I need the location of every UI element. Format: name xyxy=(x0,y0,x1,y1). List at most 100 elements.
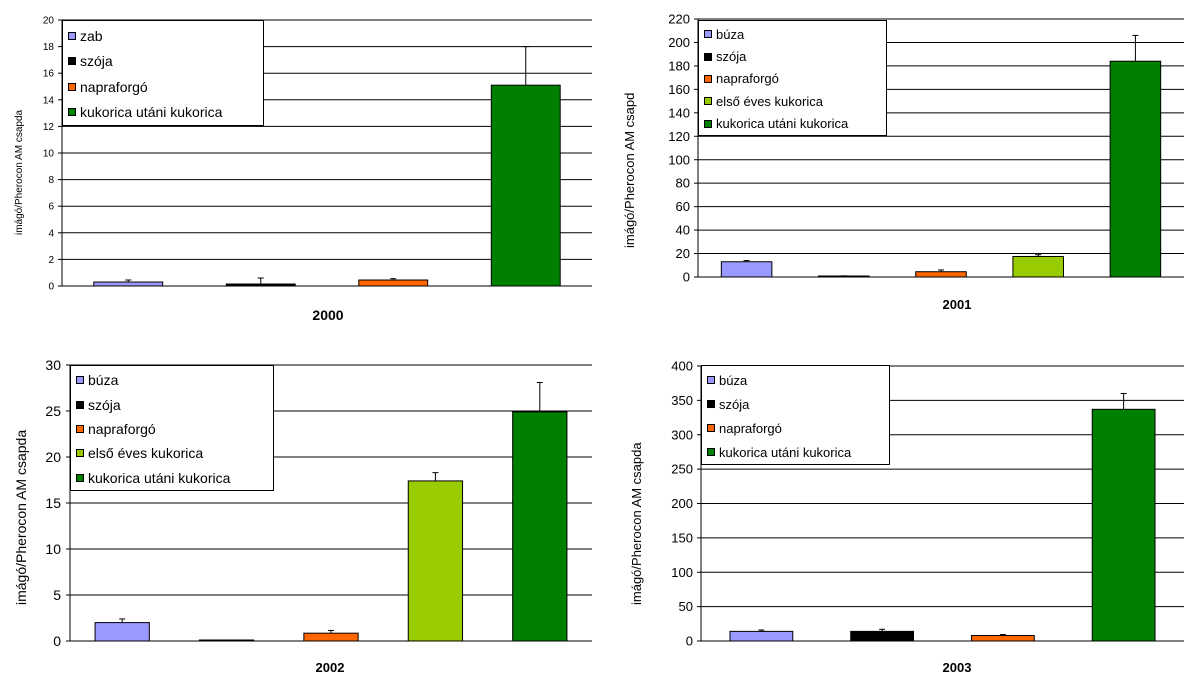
legend-item: zab xyxy=(68,23,259,49)
legend-swatch xyxy=(76,449,84,458)
legend-swatch xyxy=(76,376,84,385)
chart-2002-legend: búza szója napraforgó első éves kukorica kuk… xyxy=(70,365,274,491)
legend-label: kukorica utáni kukorica xyxy=(88,469,231,486)
y-tick-label: 120 xyxy=(668,129,690,144)
legend-swatch xyxy=(704,74,712,83)
bar-szója xyxy=(198,639,255,642)
legend-label: szója xyxy=(88,396,121,413)
bar-szója xyxy=(850,630,915,642)
legend-label: kukorica utáni kukorica xyxy=(716,116,849,132)
y-tick-label: 40 xyxy=(676,223,690,238)
y-tick-label: 18 xyxy=(43,42,55,53)
y-tick-label: 16 xyxy=(43,69,55,80)
legend-label: napraforgó xyxy=(719,420,782,436)
legend-swatch xyxy=(68,57,76,66)
y-tick-label: 30 xyxy=(45,357,61,373)
legend-swatch xyxy=(707,376,715,384)
bar-napraforgó xyxy=(970,635,1035,642)
chart-2001: 0 20 40 60 80 100 120 140 160 180 200 220 búza szója… xyxy=(592,0,1184,337)
bar-első-éves-kukorica xyxy=(1012,255,1064,278)
y-tick-label: 50 xyxy=(679,599,693,614)
legend-swatch xyxy=(76,473,84,482)
y-tick-label: 250 xyxy=(671,462,693,477)
legend-label: első éves kukorica xyxy=(88,445,204,462)
legend-item: szója xyxy=(68,49,259,75)
y-tick-label: 80 xyxy=(676,176,690,191)
y-tick-label: 140 xyxy=(668,105,690,120)
chart-2003-plot: 0 50 100 150 200 250 300 350 400 xyxy=(671,359,1184,649)
legend-label: búza xyxy=(716,26,745,42)
y-tick-label: 180 xyxy=(668,58,690,73)
legend-label: szója xyxy=(719,396,750,412)
chart-2002-ylabel: imágó/Pherocon AM csapda xyxy=(13,429,29,605)
chart-2001-legend: búza szója napraforgó első éves kukorica kuk… xyxy=(698,20,887,136)
y-tick-label: 100 xyxy=(668,152,690,167)
y-tick-label: 100 xyxy=(671,565,693,580)
y-tick-label: 8 xyxy=(48,175,54,186)
bar-kukorica-utáni-kukorica xyxy=(1109,60,1162,278)
bar-első-éves-kukorica xyxy=(407,480,464,642)
chart-2002-plot: 0 5 10 15 20 25 30 xyxy=(45,357,592,649)
legend-item: kukorica utáni kukorica xyxy=(707,440,885,464)
legend-item: kukorica utáni kukorica xyxy=(68,100,259,126)
legend-item: napraforgó xyxy=(707,416,885,440)
y-tick-label: 160 xyxy=(668,82,690,97)
chart-2002-xlabel: 2002 xyxy=(315,660,345,675)
legend-item: szója xyxy=(704,45,882,67)
legend-swatch xyxy=(704,119,712,128)
legend-swatch xyxy=(76,424,84,433)
legend-label: zab xyxy=(80,27,103,44)
y-tick-label: 0 xyxy=(48,282,54,293)
y-tick-label: 6 xyxy=(48,202,54,213)
y-tick-label: 20 xyxy=(676,246,690,261)
y-tick-label: 0 xyxy=(683,270,690,285)
legend-label: napraforgó xyxy=(88,420,156,437)
y-tick-label: 220 xyxy=(668,12,690,27)
y-tick-label: 60 xyxy=(676,199,690,214)
y-tick-label: 0 xyxy=(53,633,61,649)
y-tick-label: 150 xyxy=(671,530,693,545)
bar-kukorica-utáni-kukorica xyxy=(490,84,561,287)
legend-swatch xyxy=(707,400,715,408)
legend-item: kukorica utáni kukorica xyxy=(704,113,882,135)
legend-swatch xyxy=(68,31,76,40)
chart-2002: 0 5 10 15 20 25 30 búza szója napraforgó első éve… xyxy=(0,337,592,675)
bar-búza xyxy=(94,622,150,642)
legend-swatch xyxy=(707,424,715,432)
legend-label: kukorica utáni kukorica xyxy=(80,104,223,121)
legend-item: szója xyxy=(76,392,269,416)
legend-swatch xyxy=(707,448,715,456)
y-tick-label: 20 xyxy=(43,16,55,27)
legend-label: búza xyxy=(88,372,119,389)
chart-2000-xlabel: 2000 xyxy=(312,307,344,323)
legend-label: első éves kukorica xyxy=(716,93,823,109)
legend-swatch xyxy=(76,400,84,409)
bar-búza xyxy=(720,261,773,278)
legend-item: napraforgó xyxy=(68,74,259,100)
chart-2001-xlabel: 2001 xyxy=(942,297,972,312)
y-tick-label: 10 xyxy=(45,541,61,557)
legend-label: napraforgó xyxy=(80,78,148,95)
chart-2003-ylabel: imágó/Pherocon AM csapda xyxy=(629,442,644,605)
y-tick-label: 15 xyxy=(45,495,61,511)
chart-2001-ylabel: imágó/Pherocon AM csapd xyxy=(622,92,637,248)
y-tick-label: 10 xyxy=(43,149,55,160)
bar-kukorica-utáni-kukorica xyxy=(512,411,568,642)
y-tick-label: 350 xyxy=(671,393,693,408)
chart-2000: 0 2 4 6 8 10 12 14 16 18 20 zab szója napraforgó kuko… xyxy=(0,0,592,337)
legend-item: napraforgó xyxy=(704,68,882,90)
bar-búza xyxy=(729,630,794,642)
y-tick-label: 400 xyxy=(671,359,693,374)
bar-szója xyxy=(225,283,296,287)
y-tick-label: 4 xyxy=(48,228,54,239)
y-tick-label: 200 xyxy=(671,496,693,511)
legend-item: napraforgó xyxy=(76,417,269,441)
y-tick-label: 2 xyxy=(48,255,54,266)
legend-swatch xyxy=(704,52,712,61)
y-tick-label: 25 xyxy=(45,403,61,419)
y-tick-label: 0 xyxy=(686,634,693,649)
legend-swatch xyxy=(68,82,76,91)
chart-2003: 0 50 100 150 200 250 300 350 400 búza szója napraf… xyxy=(592,337,1184,675)
legend-label: szója xyxy=(716,49,747,65)
bar-napraforgó xyxy=(303,632,359,642)
